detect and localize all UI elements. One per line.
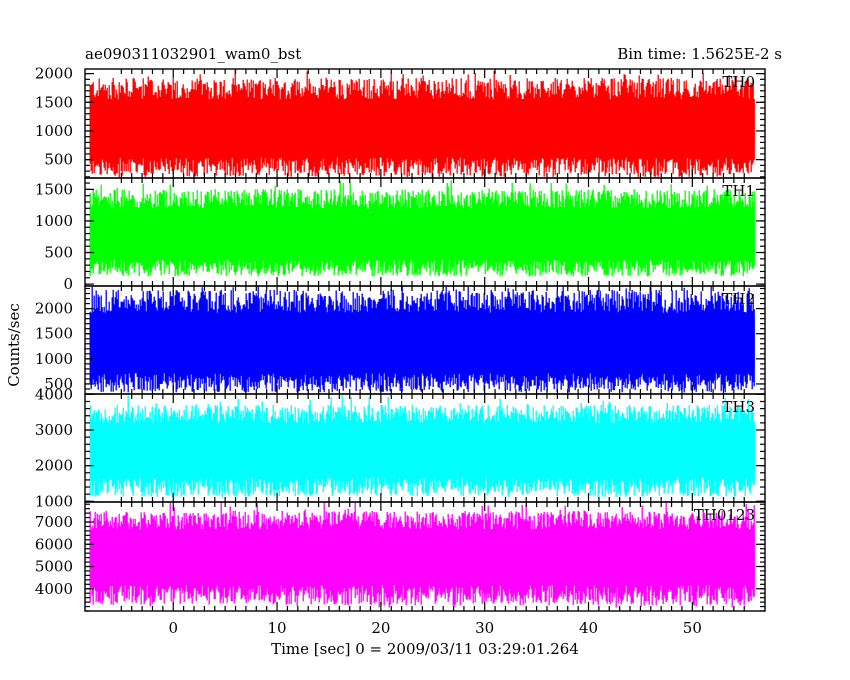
panel-th2: 500 1000 1500 2000 TH2 xyxy=(35,285,766,395)
y-tick-label: 2000 xyxy=(35,457,73,475)
y-tick-label: 7000 xyxy=(35,513,73,531)
panel-th0: 500 1000 1500 2000 TH0 xyxy=(35,65,766,179)
panel-th1: 0 500 1000 1500 TH1 xyxy=(35,177,766,293)
y-tick-label: 1000 xyxy=(35,492,73,510)
y-axis-label: Counts/sec xyxy=(5,303,23,387)
y-tick-label: 1500 xyxy=(35,180,73,198)
y-tick-label: 1000 xyxy=(35,350,73,368)
x-tick-label: 10 xyxy=(268,619,287,637)
series-core-th3 xyxy=(90,427,755,473)
x-tick-label: 40 xyxy=(579,619,598,637)
panel-label: TH0 xyxy=(722,73,755,91)
y-tick-label: 1000 xyxy=(35,212,73,230)
x-tick-label: 20 xyxy=(371,619,390,637)
y-tick-label: 500 xyxy=(44,244,73,262)
x-axis-label: Time [sec] 0 = 2009/03/11 03:29:01.264 xyxy=(271,640,579,658)
panel-th0123: 4000 5000 6000 7000 TH0123 xyxy=(35,501,766,612)
y-tick-label: 1500 xyxy=(35,93,73,111)
y-tick-label: 4000 xyxy=(35,385,73,403)
panel-frame xyxy=(84,501,766,612)
y-tick-label: 6000 xyxy=(35,535,73,553)
y-tick-label: 500 xyxy=(44,375,73,393)
y-tick-label: 500 xyxy=(44,151,73,169)
y-tick-label: 2000 xyxy=(35,300,73,318)
series-core-th2 xyxy=(90,318,755,369)
x-tick-label: 0 xyxy=(168,619,178,637)
y-tick-label: 5000 xyxy=(35,558,73,576)
panel-label: TH3 xyxy=(722,398,755,416)
x-tick-label: 50 xyxy=(683,619,702,637)
chart-title-left: ae090311032901_wam0_bst xyxy=(85,45,301,63)
y-tick-label: 4000 xyxy=(35,580,73,598)
panel-label: TH2 xyxy=(722,290,755,308)
panel-label: TH1 xyxy=(722,182,755,200)
series-core-th0 xyxy=(90,104,755,153)
x-tick-label: 30 xyxy=(475,619,494,637)
y-tick-label: 1000 xyxy=(35,122,73,140)
y-tick-label: 1500 xyxy=(35,325,73,343)
series-core-th1 xyxy=(90,213,755,256)
chart-title-right: Bin time: 1.5625E-2 s xyxy=(617,45,782,63)
y-tick-label: 2000 xyxy=(35,65,73,83)
series-core-th0123 xyxy=(90,534,755,581)
x-axis: 0 10 20 30 40 50 xyxy=(168,619,701,637)
y-tick-label: 3000 xyxy=(35,421,73,439)
y-tick-label: 0 xyxy=(63,275,73,293)
panel-th3: 1000 2000 3000 4000 TH3 xyxy=(35,385,766,510)
panel-label: TH0123 xyxy=(694,506,755,524)
